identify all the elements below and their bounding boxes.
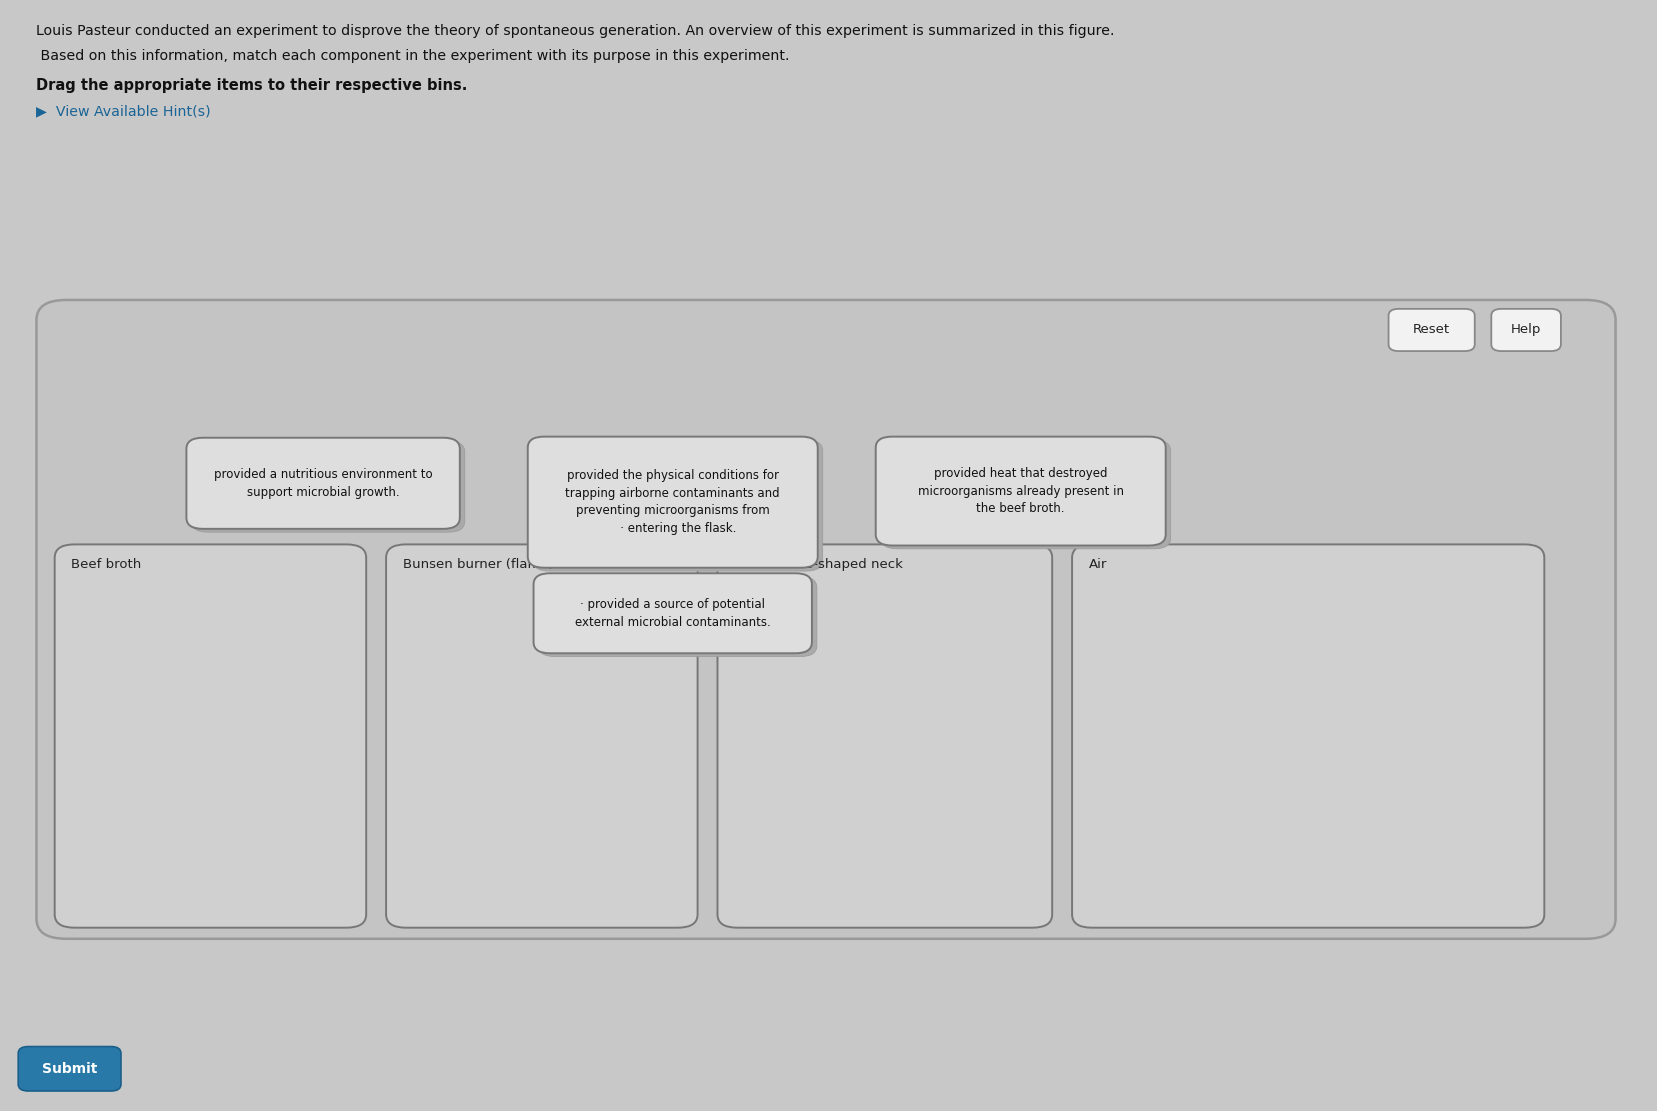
Text: Air: Air: [1089, 558, 1107, 571]
FancyBboxPatch shape: [717, 544, 1052, 928]
Text: provided a nutritious environment to
support microbial growth.: provided a nutritious environment to sup…: [214, 468, 432, 499]
FancyBboxPatch shape: [875, 437, 1167, 546]
FancyBboxPatch shape: [36, 300, 1616, 939]
Text: Help: Help: [1511, 323, 1541, 337]
Text: · provided a source of potential
external microbial contaminants.: · provided a source of potential externa…: [575, 598, 771, 629]
Text: Submit: Submit: [41, 1062, 98, 1075]
FancyBboxPatch shape: [882, 440, 1170, 549]
Text: Drag the appropriate items to their respective bins.: Drag the appropriate items to their resp…: [36, 78, 467, 93]
FancyBboxPatch shape: [186, 438, 461, 529]
Text: provided heat that destroyed
microorganisms already present in
the beef broth.: provided heat that destroyed microorgani…: [918, 467, 1123, 516]
FancyBboxPatch shape: [534, 573, 812, 653]
Text: Based on this information, match each component in the experiment with its purpo: Based on this information, match each co…: [36, 49, 790, 63]
FancyBboxPatch shape: [192, 441, 464, 532]
FancyBboxPatch shape: [386, 544, 698, 928]
FancyBboxPatch shape: [55, 544, 366, 928]
FancyBboxPatch shape: [1491, 309, 1561, 351]
Text: Beef broth: Beef broth: [71, 558, 141, 571]
FancyBboxPatch shape: [539, 577, 817, 657]
Text: ▶  View Available Hint(s): ▶ View Available Hint(s): [36, 104, 210, 119]
FancyBboxPatch shape: [18, 1047, 121, 1091]
Text: provided the physical conditions for
trapping airborne contaminants and
preventi: provided the physical conditions for tra…: [565, 470, 780, 534]
Text: Louis Pasteur conducted an experiment to disprove the theory of spontaneous gene: Louis Pasteur conducted an experiment to…: [36, 24, 1115, 39]
Text: Reset: Reset: [1413, 323, 1450, 337]
FancyBboxPatch shape: [1072, 544, 1544, 928]
Text: Bunsen burner (flame): Bunsen burner (flame): [403, 558, 553, 571]
Text: Flask with S-shaped neck: Flask with S-shaped neck: [734, 558, 903, 571]
FancyBboxPatch shape: [534, 440, 824, 571]
FancyBboxPatch shape: [527, 437, 819, 568]
FancyBboxPatch shape: [1389, 309, 1475, 351]
